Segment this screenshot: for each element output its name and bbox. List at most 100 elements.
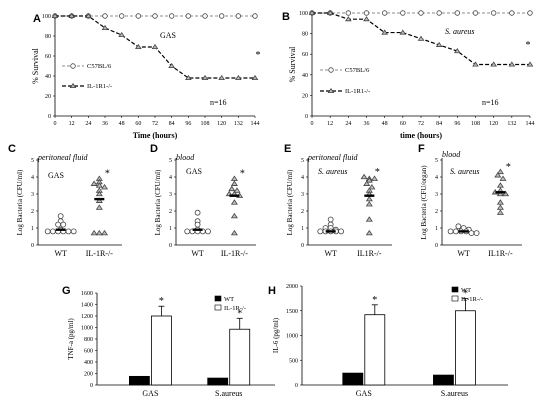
panel-title: GAS xyxy=(186,167,202,176)
y-axis-label: % Survival xyxy=(288,46,297,83)
y-tick-label: 60 xyxy=(45,54,51,60)
panel-title: GAS xyxy=(160,31,176,40)
y-tick-label: 0 xyxy=(301,243,304,249)
significance-star: * xyxy=(256,50,261,61)
x-tick-label: 84 xyxy=(169,121,175,127)
data-point xyxy=(218,74,226,81)
panel-g-bar: G 0 200 400 600 800 1000 1200 1400 1600 GAS S.aureu… xyxy=(62,285,275,398)
y-tick-label: 3 xyxy=(31,192,34,198)
legend-label: C57BL/6 xyxy=(345,67,370,74)
y-axis-label: TNF-a (pg/ml) xyxy=(67,318,75,360)
significance-star: * xyxy=(526,40,531,51)
y-tick-label: 4 xyxy=(169,175,172,181)
data-point xyxy=(49,228,56,235)
y-tick-label: 600 xyxy=(84,349,93,355)
y-tick-label: 1200 xyxy=(81,314,93,320)
data-point xyxy=(365,216,373,222)
data-point xyxy=(365,229,373,236)
bar-ko xyxy=(455,310,476,386)
data-point xyxy=(60,221,67,228)
significance-star: * xyxy=(237,308,242,319)
data-point xyxy=(100,229,109,236)
bar-wt xyxy=(433,374,454,386)
x-tick-label: 96 xyxy=(454,121,460,127)
data-point xyxy=(95,229,103,236)
y-tick-label: 4 xyxy=(31,175,34,181)
data-point xyxy=(496,190,504,197)
x-tick-label: 60 xyxy=(400,121,406,127)
bar-wt xyxy=(342,372,364,386)
data-point xyxy=(151,43,159,50)
data-point xyxy=(452,228,459,235)
x-tick-label: 48 xyxy=(119,121,125,127)
y-tick-label: 5 xyxy=(31,158,34,164)
y-tick-label: 0 xyxy=(295,383,298,389)
data-point xyxy=(70,228,77,235)
legend-label: IL-1R1-/- xyxy=(345,88,370,95)
y-tick-label: 0 xyxy=(169,243,172,249)
x-tick-label: 144 xyxy=(526,121,535,127)
y-tick-label: 100 xyxy=(42,14,51,20)
data-point xyxy=(90,229,98,236)
panel-letter: G xyxy=(62,285,71,297)
x-tick-label: 60 xyxy=(135,121,141,127)
data-point xyxy=(118,13,125,19)
y-tick-label: 1600 xyxy=(81,291,93,297)
data-point xyxy=(496,182,504,188)
y-axis-label: Log Bacteria (CFU/organ) xyxy=(420,165,428,240)
x-tick-label: 132 xyxy=(234,121,243,127)
y-tick-label: 0 xyxy=(435,243,438,249)
data-point xyxy=(417,35,425,41)
legend-label: IL-1R-/- xyxy=(224,305,246,312)
sample-annotation: blood xyxy=(176,153,195,162)
data-point xyxy=(400,10,406,16)
y-tick-label: 4 xyxy=(301,175,304,181)
y-tick-label: 400 xyxy=(84,360,93,366)
significance-star: * xyxy=(375,167,380,178)
data-point xyxy=(100,183,109,190)
data-point xyxy=(168,13,175,19)
data-point xyxy=(51,12,59,19)
data-point xyxy=(453,48,461,54)
legend-marker xyxy=(327,87,335,94)
panel-letter: D xyxy=(150,143,158,155)
data-point xyxy=(454,10,461,16)
x-category-label: WT xyxy=(324,249,337,258)
data-point xyxy=(235,13,242,19)
data-point xyxy=(499,175,507,181)
data-point xyxy=(473,230,480,237)
panel-title: S. aureus xyxy=(318,167,347,176)
y-tick-label: 800 xyxy=(84,337,93,343)
data-point xyxy=(418,10,424,16)
bar-wt xyxy=(207,377,229,386)
data-point xyxy=(496,168,504,175)
significance-star: * xyxy=(506,162,511,173)
data-point xyxy=(363,16,370,22)
data-point xyxy=(502,190,510,197)
data-point xyxy=(326,9,334,16)
y-tick-label: 3 xyxy=(435,192,438,198)
data-point xyxy=(205,228,211,235)
panel-letter: H xyxy=(268,285,276,297)
y-tick-label: 4 xyxy=(435,175,438,181)
y-tick-label: 0 xyxy=(305,114,308,120)
data-point xyxy=(218,13,225,19)
panel-title: S. aureus xyxy=(445,27,474,36)
data-point xyxy=(496,209,504,215)
data-point xyxy=(490,10,497,16)
panel-b-survival: B 0 20 40 60 80 100 0 12 24 36 48 60 72 84 96 108 120 132 1… xyxy=(282,9,535,140)
panel-e-scatter: E 0 1 2 3 4 5 WT IL1R-/- Log Bacteria (CFU/ml) per… xyxy=(284,143,392,258)
y-tick-label: 80 xyxy=(45,34,51,40)
data-point xyxy=(490,61,498,67)
y-tick-label: 20 xyxy=(302,93,308,99)
x-tick-label: 96 xyxy=(185,121,191,127)
y-tick-label: 100 xyxy=(299,11,308,17)
data-point xyxy=(508,61,516,67)
data-point xyxy=(365,200,373,207)
legend-label: IL-1R-/- xyxy=(461,296,483,303)
y-axis-label: Log Bacteria (CFU/ml) xyxy=(154,169,162,235)
data-point xyxy=(57,213,64,220)
x-tick-label: 36 xyxy=(102,121,108,127)
x-tick-label: 72 xyxy=(418,121,424,127)
